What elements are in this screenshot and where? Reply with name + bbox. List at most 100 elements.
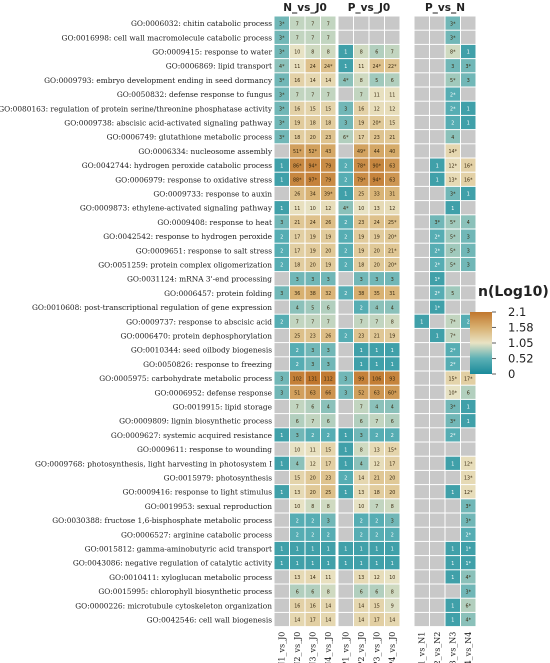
heatmap-cell <box>461 130 476 144</box>
heatmap-cell <box>385 414 400 428</box>
row-label: GO:0031124: mRNA 3'-end processing <box>127 275 272 284</box>
cell-value: 3* <box>279 107 285 113</box>
heatmap-cell <box>305 428 320 442</box>
cell-value: 2 <box>344 163 347 169</box>
heatmap-cell <box>305 328 320 343</box>
heatmap-cell <box>445 513 460 527</box>
heatmap-cell <box>321 556 336 570</box>
cell-value: 4 <box>467 220 470 226</box>
cell-value: 3 <box>451 64 454 70</box>
cell-value: 1* <box>466 547 472 553</box>
heatmap-cell <box>385 314 400 328</box>
cell-value: 1 <box>436 178 439 184</box>
cell-value: 14 <box>294 618 300 624</box>
cell-value: 1* <box>435 277 441 283</box>
heatmap-cell <box>385 115 400 130</box>
cell-value: 14 <box>310 575 316 581</box>
column-label: P1_vs_J0 <box>342 632 351 663</box>
heatmap-cell <box>338 385 353 399</box>
cell-value: 1 <box>280 490 283 496</box>
heatmap-cell <box>461 485 476 499</box>
cell-value: 32 <box>325 291 331 297</box>
heatmap-cell <box>430 499 445 513</box>
cell-value: 20* <box>388 234 397 240</box>
cell-value: 7 <box>375 504 378 510</box>
cell-value: 4 <box>391 405 394 411</box>
heatmap-cell <box>354 612 369 627</box>
heatmap-cell <box>290 101 305 115</box>
cell-value: 26 <box>325 220 331 226</box>
heatmap-cell <box>369 272 384 286</box>
cell-value: 3 <box>360 433 363 439</box>
cell-value: 1 <box>451 618 454 624</box>
cell-value: 1 <box>327 561 330 567</box>
heatmap-cell <box>321 485 336 499</box>
cell-value: 19 <box>294 121 300 127</box>
cell-value: 25 <box>358 192 364 198</box>
cell-value: 1 <box>467 419 470 425</box>
heatmap-cell <box>274 513 289 527</box>
cell-value: 24* <box>372 64 381 70</box>
cell-value: 2 <box>360 305 363 311</box>
cell-value: 2 <box>344 263 347 269</box>
cell-value: 99 <box>358 376 364 382</box>
heatmap-cell <box>385 428 400 442</box>
heatmap-cell <box>354 158 369 172</box>
cell-value: 3 <box>344 121 347 127</box>
cell-value: 3* <box>279 121 285 127</box>
heatmap-cell <box>461 399 476 414</box>
heatmap-cell <box>445 59 460 73</box>
row-label: GO:0009768: photosynthesis, light harves… <box>35 459 272 468</box>
heatmap-cell <box>354 172 369 186</box>
cell-value: 19 <box>358 121 364 127</box>
heatmap-cell <box>385 130 400 144</box>
cell-value: 23 <box>358 334 364 340</box>
cell-value: 2 <box>311 533 314 539</box>
cell-value: 7* <box>450 334 456 340</box>
cell-value: 2 <box>296 362 299 368</box>
cell-value: 7 <box>327 36 330 42</box>
cell-value: 63 <box>374 391 380 397</box>
cell-value: 1 <box>467 50 470 56</box>
heatmap-cell <box>338 513 353 527</box>
heatmap-cell <box>274 59 289 73</box>
heatmap-cell <box>321 399 336 414</box>
heatmap-cell <box>305 385 320 399</box>
cell-value: 11 <box>358 64 364 70</box>
cell-value: 52 <box>358 391 364 397</box>
cell-value: 2* <box>450 348 456 354</box>
heatmap-cell <box>445 115 460 130</box>
heatmap-cell <box>354 399 369 414</box>
heatmap-cell <box>461 158 476 172</box>
heatmap-cell <box>338 570 353 584</box>
cell-value: 6 <box>467 391 470 397</box>
heatmap-cell <box>461 44 476 59</box>
heatmap-cell <box>274 172 289 186</box>
cell-value: 24 <box>310 64 316 70</box>
cell-value: 94* <box>308 163 317 169</box>
heatmap-cell <box>461 286 476 300</box>
cell-value: 10* <box>448 391 457 397</box>
heatmap-cell <box>305 73 320 87</box>
cell-value: 9 <box>391 604 394 610</box>
cell-value: 2 <box>327 533 330 539</box>
row-label: GO:0009611: response to wounding <box>137 445 272 454</box>
cell-value: 2 <box>296 533 299 539</box>
heatmap-cell <box>321 87 336 101</box>
heatmap-cell <box>385 371 400 385</box>
heatmap-cell <box>445 343 460 357</box>
heatmap-cell <box>338 399 353 414</box>
heatmap-cell <box>385 499 400 513</box>
cell-value: 5* <box>450 220 456 226</box>
row-label: GO:0006032: chitin catabolic process <box>131 19 272 28</box>
cell-value: 6 <box>375 50 378 56</box>
cell-value: 1 <box>360 348 363 354</box>
cell-value: 11 <box>310 447 316 453</box>
heatmap-cell <box>430 343 445 357</box>
heatmap-cell <box>305 470 320 485</box>
heatmap-cell <box>385 144 400 158</box>
row-label: GO:0009416: response to light stimulus <box>123 488 273 497</box>
heatmap-cell <box>305 314 320 328</box>
heatmap-cell <box>274 101 289 115</box>
heatmap-cell <box>430 456 445 470</box>
